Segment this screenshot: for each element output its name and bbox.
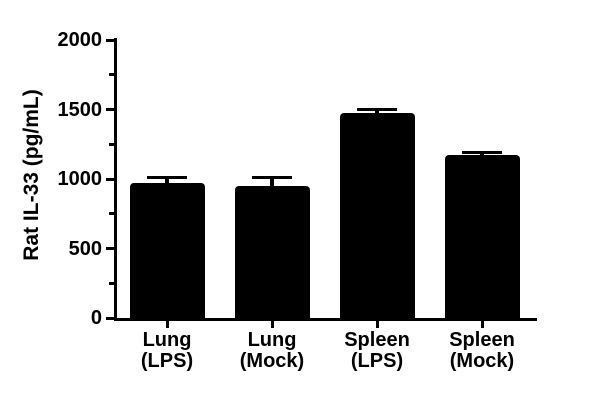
y-minor-tick [109, 212, 114, 216]
y-tick-label: 2000 [57, 29, 103, 51]
error-bar-stub [375, 109, 379, 115]
bar-2 [234, 185, 310, 321]
y-tick-label: 1500 [57, 98, 103, 121]
y-minor-tick [109, 73, 114, 77]
bar-3 [339, 112, 415, 321]
x-category-label: Lung (LPS) [140, 329, 194, 372]
bar-4 [444, 155, 520, 321]
y-axis-line [114, 38, 117, 321]
y-tick-label: 500 [68, 237, 102, 260]
y-major-tick [106, 247, 114, 250]
y-major-tick [106, 38, 114, 42]
y-tick-label: 1000 [57, 168, 103, 190]
y-minor-tick [109, 142, 114, 146]
y-major-tick [106, 177, 114, 181]
y-minor-tick [109, 281, 114, 285]
x-axis-line [114, 318, 537, 321]
x-category-label: Spleen (Mock) [449, 329, 515, 372]
x-tick [375, 318, 379, 328]
y-major-tick [106, 316, 114, 320]
y-axis-title: Rat IL-33 (pg/mL) [20, 89, 43, 261]
x-tick [480, 318, 484, 328]
error-bar-stub [480, 152, 484, 158]
y-major-tick [106, 108, 114, 111]
error-bar-stub [165, 177, 169, 186]
y-tick-label: 0 [90, 307, 102, 329]
x-tick [270, 318, 274, 328]
x-category-label: Lung (Mock) [239, 329, 305, 372]
bar-1 [129, 183, 205, 321]
x-category-label: Spleen (LPS) [344, 329, 410, 372]
error-bar-stub [270, 177, 274, 188]
x-tick [165, 318, 169, 328]
